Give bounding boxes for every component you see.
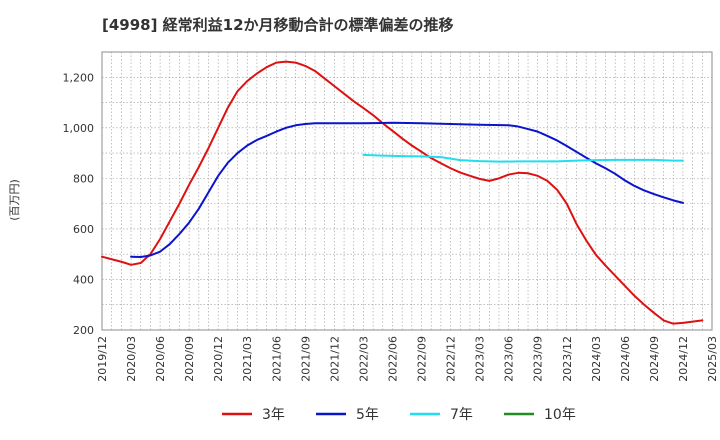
y-tick-label: 400 <box>73 273 94 286</box>
y-axis-ticks: 200 400 600 800 1,000 1,200 <box>63 71 95 337</box>
y-tick-label: 1,200 <box>63 71 95 84</box>
series-line-5年 <box>130 121 684 258</box>
legend-label: 3年 <box>262 407 285 423</box>
plot-area <box>101 51 713 331</box>
x-tick-label: 2020/12 <box>212 336 225 382</box>
x-tick-label: 2023/09 <box>532 336 545 382</box>
x-tick-label: 2024/03 <box>590 336 603 382</box>
x-tick-label: 2021/09 <box>299 336 312 382</box>
x-tick-label: 2021/06 <box>270 336 283 382</box>
x-tick-label: 2020/06 <box>154 336 167 382</box>
x-tick-label: 2024/09 <box>648 336 661 382</box>
x-tick-label: 2022/12 <box>445 336 458 382</box>
x-tick-label: 2022/06 <box>386 336 399 382</box>
x-tick-label: 2023/06 <box>503 336 516 382</box>
x-tick-label: 2024/12 <box>677 336 690 382</box>
series-line-3年 <box>101 60 704 325</box>
y-tick-label: 800 <box>73 172 94 185</box>
x-axis-ticks: 2019/12 2020/03 2020/06 2020/09 2020/12 2021/… <box>96 336 719 382</box>
x-tick-label: 2019/12 <box>96 336 109 382</box>
y-tick-label: 200 <box>73 324 94 337</box>
legend-label: 10年 <box>544 407 576 423</box>
legend: 3年 5年 7年 10年 <box>222 407 576 423</box>
x-tick-label: 2024/06 <box>619 336 632 382</box>
series-layer <box>101 60 704 325</box>
x-tick-label: 2021/03 <box>241 336 254 382</box>
x-tick-label: 2022/09 <box>416 336 429 382</box>
x-tick-label: 2023/12 <box>561 336 574 382</box>
x-tick-label: 2022/03 <box>357 336 370 382</box>
chart-title: [4998] 経常利益12か月移動合計の標準偏差の推移 <box>102 16 454 34</box>
series-line-7年 <box>362 153 684 163</box>
y-tick-label: 1,000 <box>63 122 95 135</box>
x-tick-label: 2021/12 <box>328 336 341 382</box>
x-tick-label: 2020/09 <box>183 336 196 382</box>
legend-label: 7年 <box>450 407 473 423</box>
legend-label: 5年 <box>356 407 379 423</box>
y-axis-label: (百万円) <box>8 179 21 221</box>
x-tick-label: 2020/03 <box>125 336 138 382</box>
x-tick-label: 2023/03 <box>474 336 487 382</box>
x-tick-label: 2025/03 <box>706 336 719 382</box>
y-tick-label: 600 <box>73 223 94 236</box>
grid <box>101 51 713 331</box>
